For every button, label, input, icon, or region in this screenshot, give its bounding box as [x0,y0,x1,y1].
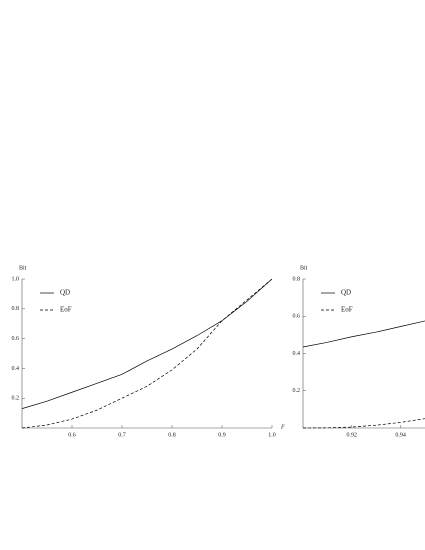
series-line [302,320,425,348]
series-line [21,278,273,429]
y-tick-label: 0.8 [293,276,301,282]
x-tick-label: 0.6 [68,432,76,438]
y-tick-label: 0.2 [293,388,301,394]
x-axis-label: F [280,424,285,430]
x-tick-label: 0.94 [395,432,406,438]
y-tick-label: 0.8 [12,306,20,312]
legend-label: QD [341,289,351,297]
legend-label: QD [60,289,70,297]
series-line [21,278,273,409]
x-tick-label: 0.8 [168,432,176,438]
legend-label: EoF [60,306,72,314]
x-tick-label: 0.92 [347,432,358,438]
x-tick-label: 1.0 [268,432,276,438]
y-axis-label: Bit [300,265,308,271]
y-tick-label: 0.6 [293,314,301,320]
x-tick-label: 0.9 [218,432,226,438]
y-tick-label: 0.2 [12,396,20,402]
y-tick-label: 0.4 [293,351,301,357]
y-tick-label: 0.4 [12,366,20,372]
x-tick-label: 0.7 [118,432,126,438]
y-tick-label: 1.0 [12,276,20,282]
y-axis-label: Bit [19,265,27,271]
legend-label: EoF [341,306,353,314]
series-line [302,418,425,429]
y-tick-label: 0.6 [12,336,20,342]
